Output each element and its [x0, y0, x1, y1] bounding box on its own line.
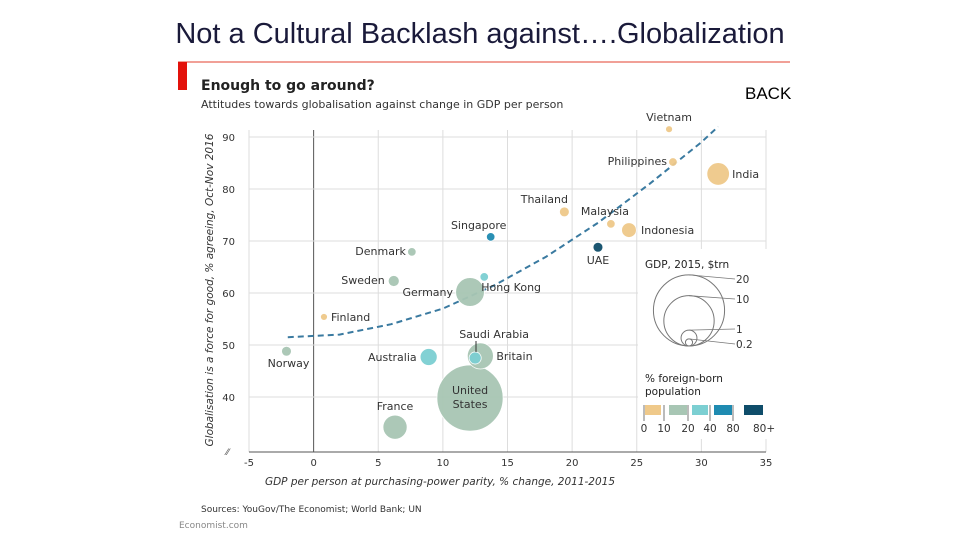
color-legend-label: 40 — [703, 423, 716, 435]
data-point — [621, 222, 637, 238]
data-point — [486, 232, 496, 242]
data-label: United — [452, 384, 488, 397]
data-point — [665, 125, 673, 134]
color-legend-title: % foreign-born population — [645, 373, 723, 398]
data-point — [706, 162, 730, 186]
data-label: Thailand — [520, 193, 568, 206]
x-tick-label: 30 — [695, 458, 708, 469]
chart-subtitle: Attitudes towards globalisation against … — [201, 98, 563, 111]
size-legend-label: 20 — [736, 274, 749, 286]
data-label: Malaysia — [581, 205, 629, 218]
legend-title-line: population — [645, 386, 701, 398]
data-point — [387, 275, 400, 287]
size-legend-leader — [688, 274, 736, 280]
data-point — [479, 272, 489, 282]
x-tick-label: 15 — [501, 458, 514, 469]
y-tick-label: 40 — [222, 393, 235, 404]
data-label: Finland — [331, 311, 370, 324]
data-label: States — [453, 398, 488, 411]
x-tick-label: 25 — [630, 458, 643, 469]
data-point — [455, 277, 485, 307]
color-swatch — [692, 405, 708, 415]
data-label: Australia — [368, 351, 417, 364]
color-swatch — [714, 405, 732, 415]
axis-break-mark: ⁄⁄ — [224, 448, 232, 458]
data-label: France — [377, 400, 414, 413]
y-tick-label: 80 — [222, 185, 235, 196]
data-label: Britain — [496, 350, 532, 363]
size-legend-title: GDP, 2015, $trn — [645, 259, 729, 271]
data-label: Indonesia — [641, 224, 694, 237]
source-note: Sources: YouGov/The Economist; World Ban… — [201, 505, 422, 515]
data-label: Denmark — [355, 245, 406, 258]
x-axis-label: GDP per person at purchasing-power parit… — [265, 476, 615, 488]
data-label: Hong Kong — [481, 281, 541, 294]
data-label: UAE — [587, 254, 610, 267]
back-link[interactable]: BACK — [745, 84, 792, 103]
data-point — [320, 313, 328, 321]
data-point — [419, 348, 438, 366]
x-tick-label: 10 — [437, 458, 450, 469]
y-axis-label: Globalisation is a force for good, % agr… — [204, 133, 216, 446]
x-tick-label: 0 — [310, 458, 316, 469]
y-tick-label: 60 — [222, 289, 235, 300]
data-point — [559, 206, 570, 218]
color-legend-label: 0 — [641, 423, 648, 435]
red-tag — [178, 62, 187, 90]
data-label: Norway — [268, 357, 310, 370]
data-point — [407, 247, 417, 257]
size-legend-label: 10 — [736, 294, 749, 306]
size-legend-leader — [688, 328, 736, 331]
x-tick-label: 5 — [375, 458, 381, 469]
y-tick-label: 50 — [222, 341, 235, 352]
size-legend-label: 1 — [736, 324, 743, 336]
color-legend-label: 80 — [726, 423, 739, 435]
data-point — [382, 414, 408, 440]
data-point — [281, 345, 292, 357]
color-swatch — [744, 405, 763, 415]
data-label: Sweden — [341, 274, 384, 287]
color-swatch — [645, 405, 661, 415]
data-label: Singapore — [451, 219, 507, 232]
x-tick-label: -5 — [244, 458, 254, 469]
x-tick-label: 35 — [760, 458, 773, 469]
data-label: Philippines — [608, 155, 668, 168]
y-tick-label: 90 — [222, 133, 235, 144]
y-tick-label: 70 — [222, 237, 235, 248]
data-point — [668, 157, 678, 167]
size-legend-leader — [688, 338, 736, 345]
brand-mark: Economist.com — [179, 521, 248, 531]
legend-title-line: % foreign-born — [645, 373, 723, 385]
data-label: India — [732, 168, 759, 181]
size-legend-label: 0.2 — [736, 339, 753, 351]
color-legend-label: 20 — [681, 423, 694, 435]
data-point — [436, 364, 504, 432]
data-point — [592, 241, 604, 253]
data-point — [606, 219, 616, 229]
color-legend-label: 10 — [657, 423, 670, 435]
data-label: Vietnam — [646, 111, 692, 124]
data-label: Germany — [402, 286, 453, 299]
x-tick-label: 20 — [566, 458, 579, 469]
color-legend-label: 80+ — [753, 423, 775, 435]
size-legend-leader — [688, 295, 736, 300]
color-swatch — [669, 405, 687, 415]
data-point — [468, 351, 482, 365]
chart-title: Enough to go around? — [201, 78, 375, 94]
slide-title: Not a Cultural Backlash against….Globali… — [175, 18, 785, 50]
data-label: Saudi Arabia — [459, 328, 529, 341]
